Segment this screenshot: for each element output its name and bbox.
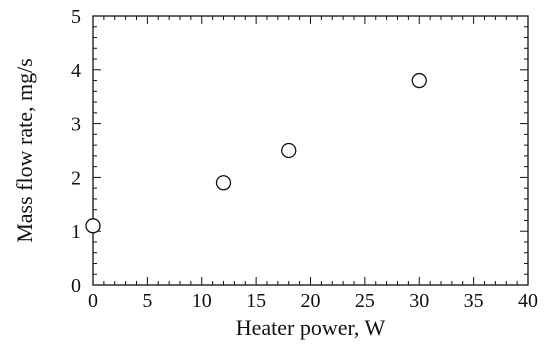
x-tick-label: 10 — [192, 290, 212, 312]
x-tick-label: 40 — [518, 290, 538, 312]
y-tick-label: 4 — [71, 60, 81, 82]
data-point — [281, 142, 297, 159]
axes — [92, 15, 529, 286]
x-tick-label: 35 — [464, 290, 484, 312]
x-tick-label: 0 — [88, 290, 98, 312]
x-tick-label: 30 — [409, 290, 429, 312]
x-tick-label: 5 — [142, 290, 152, 312]
y-axis-label: Mass flow rate, mg/s — [12, 58, 37, 243]
y-tick-label: 0 — [71, 275, 81, 297]
data-point — [215, 175, 232, 191]
x-tick-label: 15 — [246, 290, 266, 312]
plot-frame — [92, 15, 529, 286]
y-tick-label: 5 — [71, 6, 81, 28]
tick-labels: 0 5 10 15 20 25 30 35 40 0 1 2 3 4 5 — [71, 6, 538, 312]
y-tick-label: 3 — [71, 114, 81, 136]
data-point — [85, 218, 101, 234]
x-tick-label: 20 — [301, 290, 321, 312]
y-tick-label: 2 — [71, 167, 81, 189]
ticks — [92, 15, 529, 286]
x-axis-label: Heater power, W — [236, 315, 386, 340]
data-points — [85, 72, 427, 234]
data-point — [411, 72, 427, 89]
x-tick-label: 25 — [355, 290, 375, 312]
y-tick-label: 1 — [71, 221, 81, 243]
